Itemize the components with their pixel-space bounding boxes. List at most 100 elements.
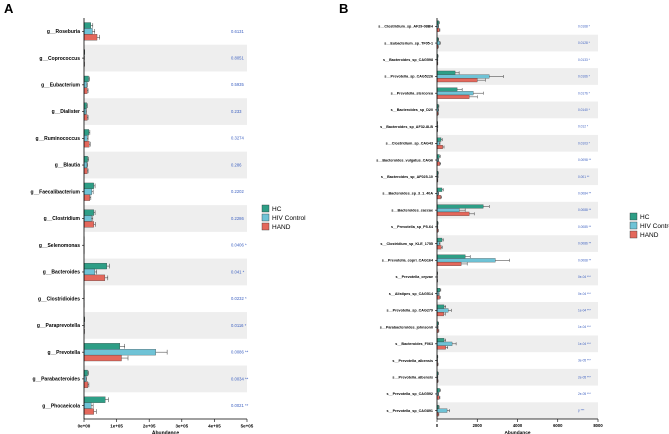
bar <box>83 215 92 222</box>
category-label: s__Prevotella_sp_CAG279 <box>386 309 433 313</box>
category-label: s__Prevotella_sp_CAG592 <box>386 392 433 396</box>
bar <box>436 237 443 242</box>
bar <box>436 87 458 92</box>
p-value: 0e-04 *** <box>578 292 592 296</box>
band <box>437 402 598 419</box>
x-tick-label: 5e+05 <box>241 424 254 429</box>
category-label: g__Blautia <box>55 163 81 169</box>
category-label: s__Bacteroides_sp_AF025-10 <box>381 175 433 179</box>
bar <box>83 381 89 388</box>
p-value: 0.286 <box>231 162 242 167</box>
category-label: g__Selenomonas <box>39 243 80 249</box>
p-value: 0.0034 ** <box>231 376 249 381</box>
category-label: s__Prevotella_albensis <box>392 375 433 379</box>
p-value: 0.0166 * <box>578 75 591 79</box>
band <box>84 98 247 125</box>
bar <box>436 70 456 75</box>
legend-label: HIV Control <box>640 223 669 230</box>
p-value: 0.0140 * <box>578 108 591 112</box>
category-label: s__Bacteroides_sp_AF32-8LB <box>380 125 433 129</box>
x-axis-title: Abundance <box>504 430 530 434</box>
bar <box>436 187 443 192</box>
category-label: s__Prevotella_oryzae <box>395 275 433 279</box>
x-tick-label: 3e+05 <box>175 424 188 429</box>
band <box>437 168 598 186</box>
bar <box>83 114 88 121</box>
bar <box>83 22 91 29</box>
p-value: 0.8051 <box>231 56 244 61</box>
category-label: s__Clostridium_sp_CAG43 <box>386 142 433 146</box>
category-label: g__Prevotella <box>47 350 80 356</box>
bar <box>83 354 122 362</box>
p-value: 1e-04 *** <box>578 308 592 312</box>
legend-label: HAND <box>640 232 659 239</box>
p-value: 0.2286 <box>231 216 244 221</box>
p-value: 0.0116 * <box>231 323 247 328</box>
panel-letter-b: B <box>339 1 348 16</box>
bar <box>83 402 92 409</box>
bar <box>83 87 88 94</box>
p-value: 0.3274 <box>231 136 244 141</box>
bar <box>436 195 441 200</box>
bar <box>83 274 106 281</box>
bar <box>436 211 470 216</box>
band <box>84 312 247 339</box>
category-label: s__Bacteroides_sp_CAG598 <box>383 58 433 62</box>
p-value: 0.0068 ** <box>578 258 592 262</box>
panel-letter-a: A <box>4 1 14 16</box>
x-tick-label: 1e+05 <box>110 424 123 429</box>
p-value: 0.233 <box>231 109 242 114</box>
x-tick-label: 0e+00 <box>78 424 91 429</box>
category-label: g__Clostridium <box>44 216 81 222</box>
bar <box>436 304 445 309</box>
bar <box>83 194 91 201</box>
legend-label: HC <box>272 206 282 213</box>
p-value: 1e-04 *** <box>578 325 592 329</box>
category-label: g__Ruminococcus <box>36 136 81 142</box>
category-label: g__Parabacteroides <box>32 377 80 383</box>
legend-label: HC <box>640 214 650 221</box>
p-value: 0.0103 * <box>578 141 591 145</box>
p-value: 0.6131 <box>231 29 244 34</box>
category-label: g__Faecalibacterium <box>31 189 81 195</box>
p-value: 0.012 * <box>578 125 589 129</box>
bar <box>83 268 95 276</box>
category-label: s__Clostridium_sp_AF29-08BH <box>378 25 433 29</box>
band <box>437 235 598 252</box>
bar <box>436 137 442 142</box>
bar <box>436 254 466 259</box>
band <box>437 34 598 52</box>
bar <box>436 408 448 413</box>
p-value: 0.001 ** <box>578 175 590 179</box>
p-value: 0.0128 * <box>578 41 591 45</box>
bar <box>436 345 446 350</box>
bar <box>83 161 88 169</box>
bar <box>436 341 453 346</box>
bar <box>83 262 107 270</box>
bar <box>83 28 93 35</box>
bar <box>83 209 94 216</box>
p-value: 0.0084 ** <box>578 192 592 196</box>
bar <box>83 188 92 195</box>
category-label: s__Prevotella_sp_CAG5226 <box>384 75 433 79</box>
p-value: 2e-05 *** <box>578 392 592 396</box>
bar <box>83 129 90 136</box>
p-value: 0.0098 ** <box>578 158 592 162</box>
p-value: 0.0168 * <box>578 24 591 28</box>
bar <box>83 182 94 189</box>
bar <box>83 396 106 403</box>
category-label: g__Roseburia <box>47 29 80 35</box>
band <box>84 365 247 393</box>
x-axis-title: Abundance <box>152 431 179 434</box>
category-label: s__Bacteroides_F063 <box>395 342 433 346</box>
bar <box>436 245 442 250</box>
p-value: 0.0085 ** <box>578 225 592 229</box>
band <box>437 268 598 286</box>
legend-swatch <box>261 204 270 213</box>
legend-label: HIV Control <box>272 215 306 222</box>
band <box>84 44 247 72</box>
bar <box>436 94 470 99</box>
bar <box>83 34 98 41</box>
category-label: s__Prevotella_sp_P5-64 <box>391 225 434 229</box>
p-value: 0.0232 * <box>231 296 247 301</box>
